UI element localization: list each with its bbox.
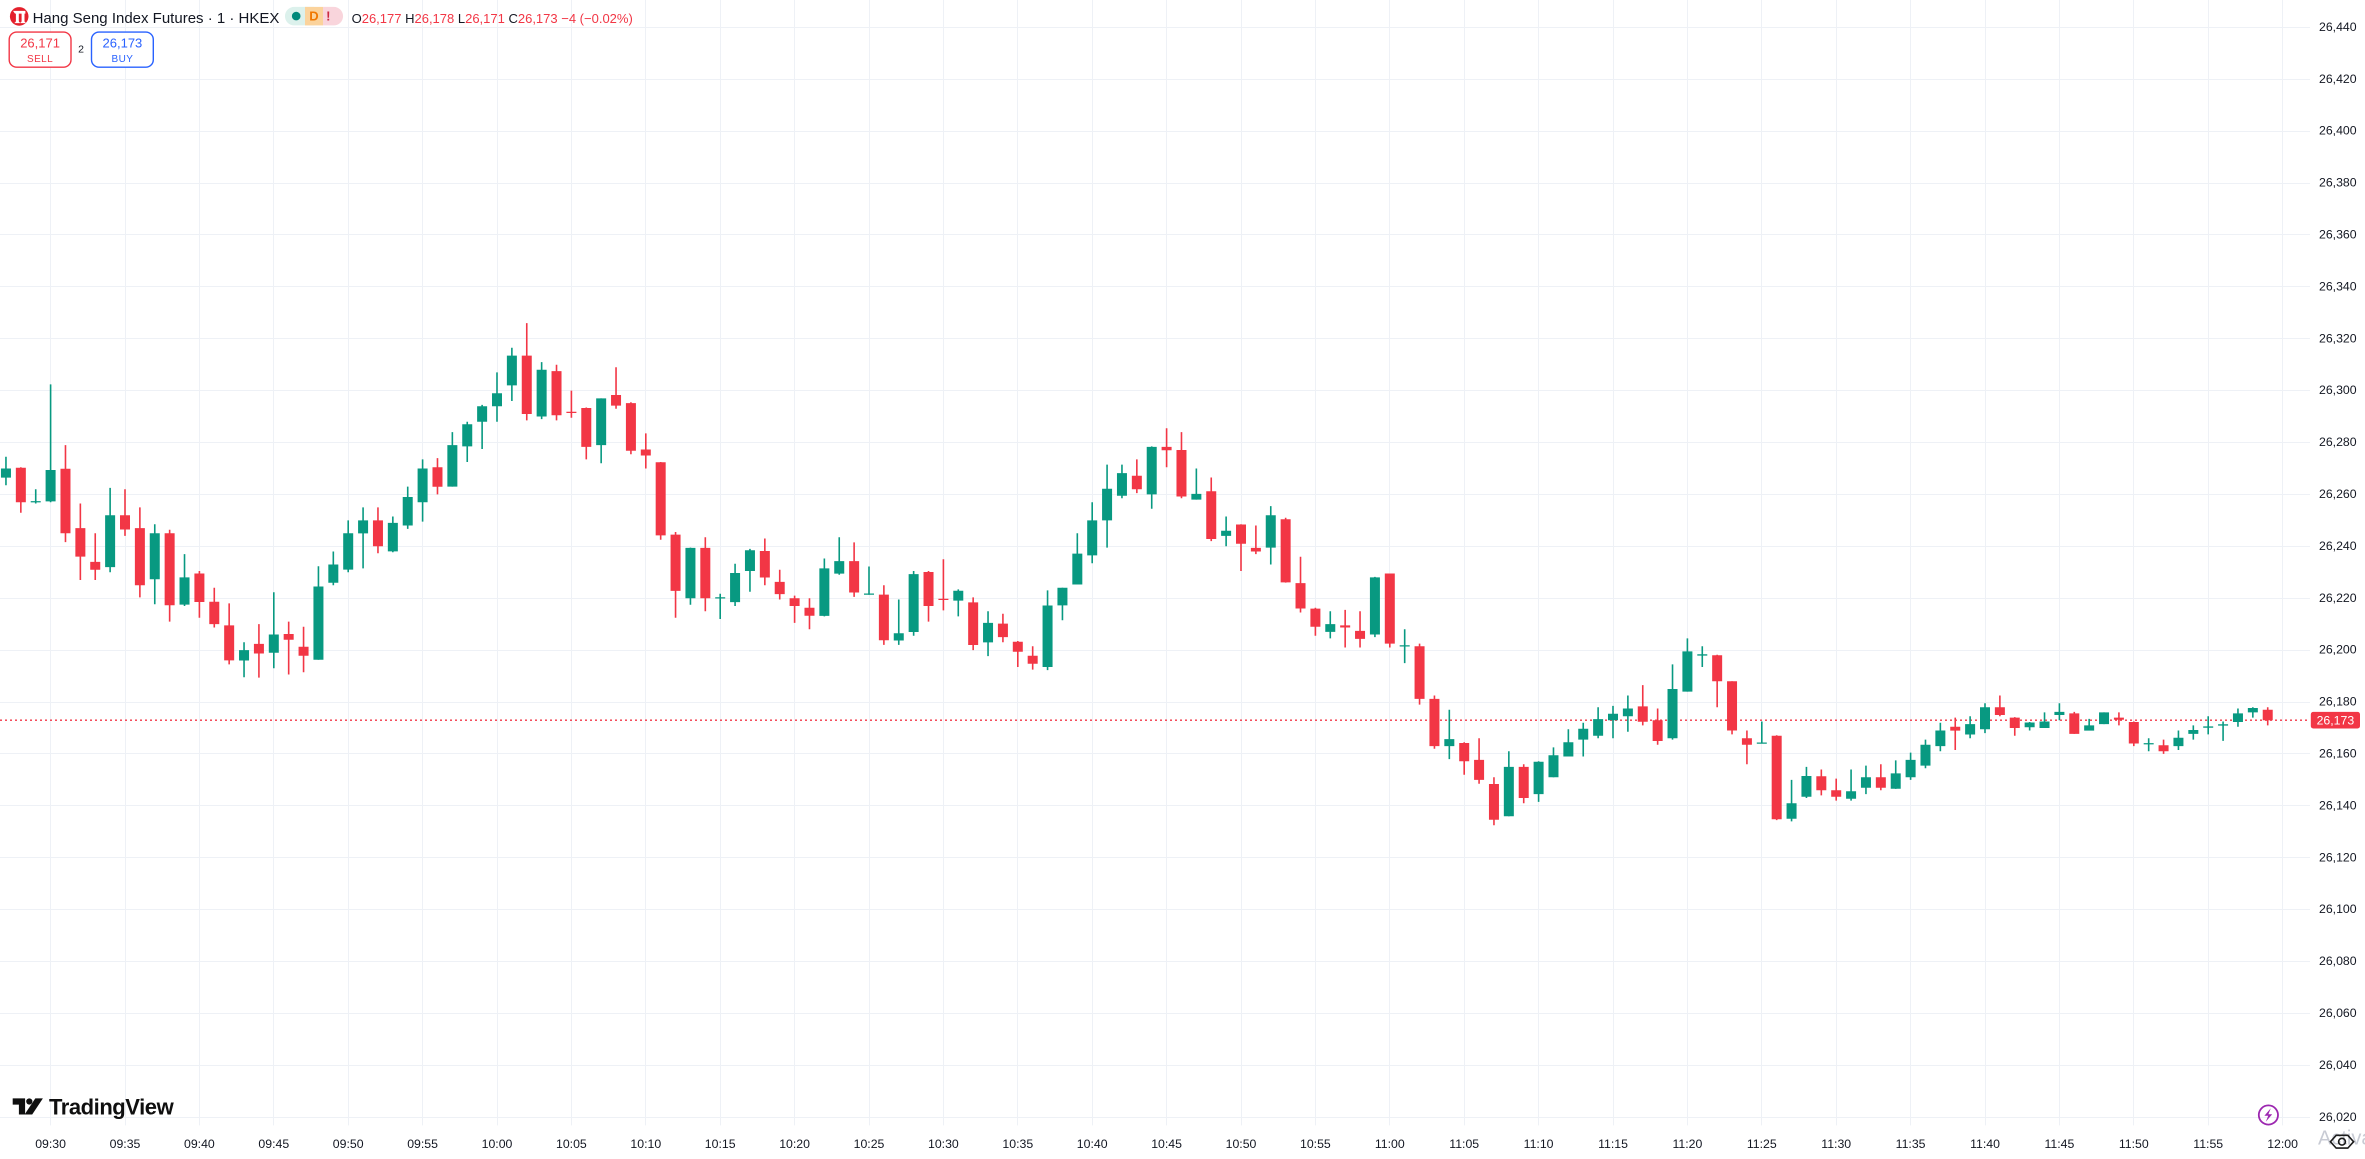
svg-text:2: 2 <box>78 44 84 56</box>
svg-text:10:05: 10:05 <box>556 1137 587 1151</box>
svg-text:11:20: 11:20 <box>1672 1137 1702 1151</box>
svg-text:11:10: 11:10 <box>1524 1137 1554 1151</box>
svg-text:11:35: 11:35 <box>1896 1137 1926 1151</box>
svg-text:26,100: 26,100 <box>2319 902 2357 916</box>
svg-text:09:40: 09:40 <box>184 1137 215 1151</box>
svg-text:26,140: 26,140 <box>2319 798 2357 812</box>
svg-text:26,160: 26,160 <box>2319 747 2357 761</box>
svg-text:11:30: 11:30 <box>1821 1137 1851 1151</box>
svg-text:10:50: 10:50 <box>1226 1137 1257 1151</box>
svg-text:26,280: 26,280 <box>2319 435 2357 449</box>
svg-text:10:10: 10:10 <box>630 1137 661 1151</box>
svg-text:09:35: 09:35 <box>110 1137 141 1151</box>
svg-text:11:55: 11:55 <box>2193 1137 2223 1151</box>
svg-text:11:00: 11:00 <box>1375 1137 1405 1151</box>
svg-text:11:15: 11:15 <box>1598 1137 1628 1151</box>
svg-text:10:15: 10:15 <box>705 1137 736 1151</box>
svg-text:26,440: 26,440 <box>2319 20 2357 34</box>
svg-text:BUY: BUY <box>112 54 134 65</box>
svg-text:10:25: 10:25 <box>854 1137 885 1151</box>
svg-text:11:40: 11:40 <box>1970 1137 2000 1151</box>
svg-text:10:45: 10:45 <box>1151 1137 1182 1151</box>
svg-text:11:45: 11:45 <box>2044 1137 2074 1151</box>
svg-text:10:20: 10:20 <box>779 1137 810 1151</box>
svg-text:11:50: 11:50 <box>2119 1137 2149 1151</box>
svg-text:10:00: 10:00 <box>482 1137 513 1151</box>
svg-text:26,420: 26,420 <box>2319 72 2357 86</box>
svg-text:!: ! <box>326 9 330 24</box>
svg-text:09:30: 09:30 <box>35 1137 66 1151</box>
svg-text:Hang Seng Index Futures · 1 ·: Hang Seng Index Futures · 1 · HKEX <box>33 10 280 27</box>
svg-text:26,200: 26,200 <box>2319 643 2357 657</box>
svg-text:26,120: 26,120 <box>2319 850 2357 864</box>
svg-text:D: D <box>309 9 318 24</box>
svg-text:26,260: 26,260 <box>2319 487 2357 501</box>
svg-text:SELL: SELL <box>27 54 53 65</box>
svg-text:09:50: 09:50 <box>333 1137 364 1151</box>
svg-text:26,400: 26,400 <box>2319 124 2357 138</box>
svg-text:26,300: 26,300 <box>2319 383 2357 397</box>
svg-text:26,171: 26,171 <box>20 35 60 50</box>
svg-text:26,060: 26,060 <box>2319 1006 2357 1020</box>
svg-text:26,080: 26,080 <box>2319 954 2357 968</box>
svg-text:26,173: 26,173 <box>103 35 143 50</box>
svg-text:26,220: 26,220 <box>2319 591 2357 605</box>
svg-text:26,040: 26,040 <box>2319 1058 2357 1072</box>
svg-text:26,320: 26,320 <box>2319 331 2357 345</box>
svg-text:10:40: 10:40 <box>1077 1137 1108 1151</box>
svg-text:26,340: 26,340 <box>2319 279 2357 293</box>
svg-text:O26,177 H26,178 L26,171 C26,17: O26,177 H26,178 L26,171 C26,173 −4 (−0.0… <box>352 11 633 26</box>
svg-text:26,380: 26,380 <box>2319 176 2357 190</box>
svg-text:10:30: 10:30 <box>928 1137 959 1151</box>
svg-text:26,180: 26,180 <box>2319 695 2357 709</box>
svg-text:11:05: 11:05 <box>1449 1137 1479 1151</box>
svg-text:11:25: 11:25 <box>1747 1137 1777 1151</box>
svg-text:10:35: 10:35 <box>1002 1137 1033 1151</box>
svg-text:26,240: 26,240 <box>2319 539 2357 553</box>
svg-text:09:45: 09:45 <box>258 1137 289 1151</box>
svg-text:09:55: 09:55 <box>407 1137 438 1151</box>
svg-text:26,020: 26,020 <box>2319 1110 2357 1124</box>
svg-text:26,360: 26,360 <box>2319 228 2357 242</box>
svg-text:10:55: 10:55 <box>1300 1137 1331 1151</box>
svg-text:12:00: 12:00 <box>2267 1137 2298 1151</box>
svg-text:26,173: 26,173 <box>2317 714 2355 728</box>
svg-text:TradingView: TradingView <box>49 1095 175 1120</box>
